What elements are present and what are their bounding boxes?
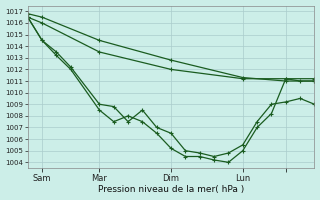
X-axis label: Pression niveau de la mer( hPa ): Pression niveau de la mer( hPa ) [98,185,244,194]
